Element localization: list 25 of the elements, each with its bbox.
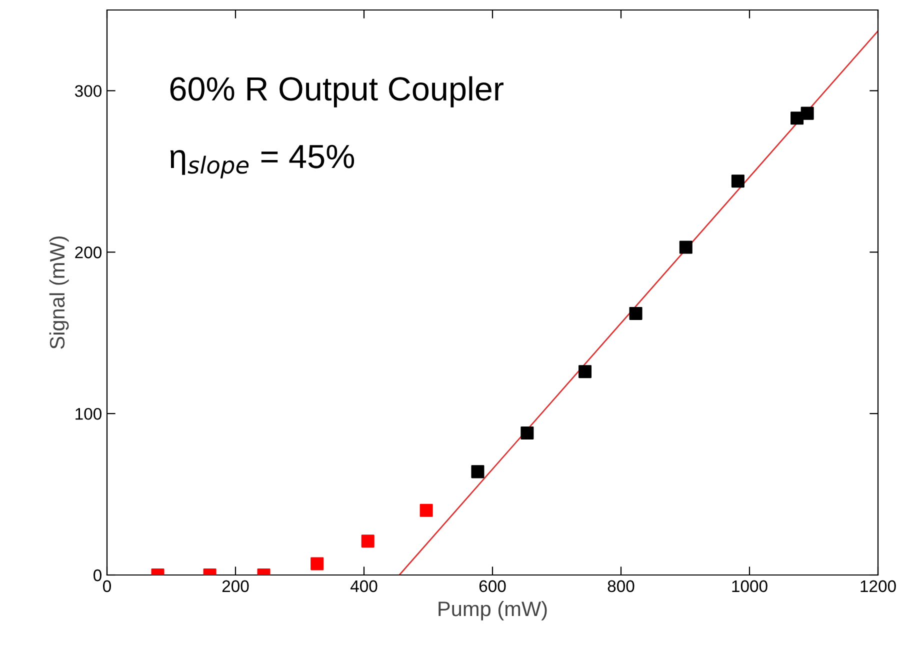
y-axis-title: Signal (mW) (49, 236, 69, 349)
point (629, 306, 642, 320)
annotation: 60% R Output Coupler (170, 76, 504, 108)
y-tick-label: 200 (75, 246, 102, 258)
point (731, 174, 744, 188)
point (520, 426, 534, 440)
x-tick-label: 600 (479, 580, 506, 592)
x-tick-label: 800 (608, 580, 634, 592)
point (800, 106, 814, 120)
x-tick-label: 1200 (860, 580, 896, 592)
point (578, 365, 592, 378)
point (310, 557, 324, 570)
y-tick-label: 300 (74, 85, 102, 97)
x-tick-label: 400 (350, 580, 378, 592)
x-axis-title: Pump (mW) (438, 600, 547, 620)
x-tick-label: 1000 (732, 580, 768, 592)
point (361, 534, 374, 548)
x-tick-label: 0 (103, 580, 111, 592)
point (420, 504, 433, 517)
point (471, 465, 484, 478)
x-tick-label: 200 (222, 580, 249, 592)
y-tick-label: 0 (94, 569, 102, 582)
annotation: η$_{slope}$ = 45% (170, 144, 354, 178)
y-tick-label: 100 (76, 408, 102, 420)
point (679, 240, 692, 254)
